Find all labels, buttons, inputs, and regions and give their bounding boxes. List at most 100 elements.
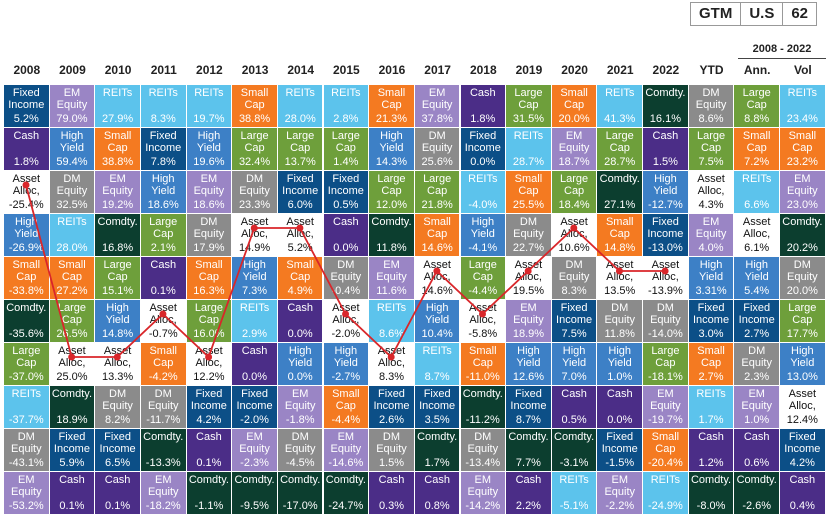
asset-label: EM Equity — [695, 216, 727, 240]
quilt-cell-dm: DM Equity 22.7% — [506, 214, 551, 256]
asset-label: Small Cap — [605, 216, 634, 240]
column-header: 2020 — [561, 63, 588, 77]
quilt-cell-hy: High Yield 14.3% — [369, 128, 414, 170]
quilt-cell-cash: Cash 1.2% — [688, 429, 734, 471]
asset-return: 1.7% — [698, 414, 724, 426]
quilt-cell-em: EM Equity 37.8% — [414, 85, 460, 127]
asset-return: 19.6% — [193, 156, 225, 168]
asset-label: REITs — [513, 130, 544, 142]
quilt-cell-hy: High Yield -2.7% — [323, 343, 369, 385]
asset-return: -4.4% — [468, 285, 498, 297]
asset-label: Large Cap — [103, 259, 132, 283]
asset-return: 3.0% — [698, 328, 724, 340]
asset-label: Asset Alloc, — [103, 345, 132, 369]
asset-label: Asset Alloc, — [605, 259, 634, 283]
asset-return: 1.2% — [698, 457, 724, 469]
quilt-cell-fi: Fixed Income 6.0% — [277, 171, 323, 213]
quilt-cell-hy: High Yield 12.6% — [506, 343, 551, 385]
quilt-cell-dm: DM Equity -0.4% — [323, 257, 369, 299]
asset-return: 59.4% — [56, 156, 88, 168]
asset-return: -2.2% — [605, 500, 635, 512]
asset-label: High Yield — [14, 216, 39, 240]
quilt-cell-sc: Small Cap 4.9% — [277, 257, 323, 299]
quilt-cell-lc: Large Cap 18.4% — [551, 171, 597, 213]
asset-label: EM Equity — [330, 431, 362, 455]
asset-label: High Yield — [242, 259, 267, 283]
asset-return: 1.4% — [333, 156, 359, 168]
quilt-cell-sc: Small Cap 2.7% — [688, 343, 734, 385]
asset-return: 23.4% — [786, 113, 818, 125]
asset-label: Fixed Income — [693, 302, 730, 326]
quilt-cell-re: REITs -37.7% — [4, 386, 49, 428]
asset-class-quilt: Fixed Income 5.2% Cash 1.8% Asset Alloc, -25.… — [4, 85, 826, 515]
asset-return: 6.0% — [287, 199, 313, 211]
asset-label: Large Cap — [286, 130, 315, 154]
asset-label: DM Equity — [193, 216, 225, 240]
asset-return: 7.5% — [561, 328, 587, 340]
asset-return: 38.8% — [101, 156, 134, 168]
asset-return: 28.0% — [56, 242, 88, 254]
asset-return: 13.3% — [101, 371, 134, 383]
asset-label: Fixed Income — [145, 130, 182, 154]
column-header: Vol — [793, 63, 812, 77]
asset-label: Fixed Income — [8, 87, 45, 111]
asset-return: 4.0% — [698, 242, 724, 254]
asset-label: Fixed Income — [784, 431, 821, 455]
asset-return: 18.6% — [147, 199, 179, 211]
badge-gtm: GTM — [691, 3, 742, 25]
asset-label: EM Equity — [421, 87, 453, 111]
asset-return: 0.5% — [561, 414, 587, 426]
quilt-cell-lc: Large Cap 13.7% — [277, 128, 323, 170]
asset-return: 32.5% — [56, 199, 88, 211]
asset-label: REITs — [468, 173, 498, 185]
column-header: 2012 — [196, 63, 223, 77]
asset-label: EM Equity — [102, 173, 133, 197]
quilt-cell-aa: Asset Alloc, 13.3% — [95, 343, 140, 385]
column-header: 2014 — [287, 63, 315, 77]
asset-return: 5.9% — [59, 457, 85, 469]
quilt-cell-sc: Small Cap -4.2% — [140, 343, 186, 385]
column-header: 2010 — [104, 63, 132, 77]
quilt-cell-cash: Cash 1.5% — [643, 128, 688, 170]
asset-return: -0.4% — [331, 285, 361, 297]
quilt-cell-hy: High Yield -12.7% — [643, 171, 688, 213]
asset-return: 28.0% — [284, 113, 316, 125]
asset-return: 19.5% — [512, 285, 545, 297]
column-header: 2013 — [241, 63, 269, 77]
asset-return: -12.7% — [647, 199, 683, 211]
asset-return: -26.9% — [8, 242, 44, 254]
asset-label: Cash — [287, 302, 314, 314]
asset-return: 14.6% — [421, 285, 453, 297]
asset-return: 7.5% — [698, 156, 724, 168]
quilt-cell-aa: Asset Alloc, 13.5% — [597, 257, 643, 299]
quilt-cell-fi: Fixed Income 4.2% — [780, 429, 825, 471]
quilt-cell-cash: Cash 1.8% — [4, 128, 49, 170]
asset-label: Cash — [378, 474, 405, 486]
quilt-cell-cash: Cash 0.8% — [414, 472, 460, 514]
quilt-cell-em: EM Equity 18.9% — [506, 300, 551, 342]
asset-return: 10.4% — [421, 328, 453, 340]
asset-return: -13.9% — [647, 285, 683, 297]
asset-return: 6.5% — [105, 457, 131, 469]
asset-label: DM Equity — [330, 259, 362, 283]
asset-return: 3.31% — [695, 285, 727, 297]
quilt-cell-em: EM Equity 11.6% — [369, 257, 414, 299]
column-header: 2018 — [469, 63, 497, 77]
quilt-cell-cash: Cash 0.0% — [597, 386, 643, 428]
asset-label: Asset Alloc, — [286, 216, 314, 240]
asset-label: REITs — [239, 302, 270, 314]
asset-return: 0.0% — [607, 414, 633, 426]
asset-return: 0.5% — [333, 199, 359, 211]
asset-label: Fixed Income — [647, 216, 684, 240]
column-header: 2008 — [13, 63, 41, 77]
asset-return: -37.0% — [8, 371, 44, 383]
quilt-cell-lc: Large Cap 26.5% — [49, 300, 95, 342]
asset-return: 27.1% — [604, 199, 636, 211]
asset-return: 0.4% — [789, 500, 815, 512]
asset-return: 1.8% — [470, 113, 496, 125]
asset-label: Comdty. — [234, 474, 275, 486]
column-headers: 2008 2009 2010 2011 2012 2013 2014 2015 2016 2017… — [4, 63, 826, 81]
asset-label: Small Cap — [12, 259, 41, 283]
asset-label: High Yield — [790, 345, 815, 369]
column-header: 2017 — [424, 63, 451, 77]
